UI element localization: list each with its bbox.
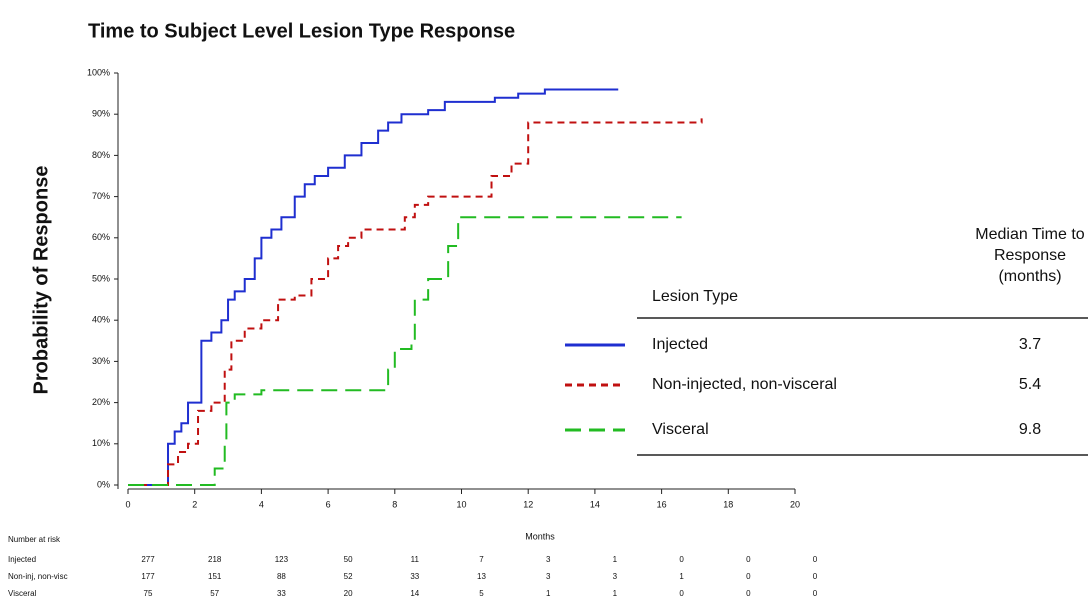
- risk-count: 0: [679, 555, 684, 564]
- survival-curve: [128, 88, 619, 486]
- chart-title: Time to Subject Level Lesion Type Respon…: [88, 20, 515, 42]
- y-tick-label: 30%: [92, 356, 110, 366]
- risk-count: 1: [679, 572, 684, 581]
- risk-label: Non-inj, non-visc: [8, 572, 68, 581]
- x-tick-label: 20: [790, 499, 800, 509]
- risk-count: 75: [144, 589, 153, 598]
- median-value: 5.4: [1019, 376, 1041, 393]
- risk-count: 88: [277, 572, 286, 581]
- y-tick-label: 50%: [92, 273, 110, 283]
- y-tick-label: 0%: [97, 479, 110, 489]
- median-value: 3.7: [1019, 336, 1041, 353]
- x-tick-label: 12: [523, 499, 533, 509]
- risk-count: 123: [275, 555, 289, 564]
- x-tick-label: 8: [392, 499, 397, 509]
- x-tick-label: 0: [125, 499, 130, 509]
- risk-count: 0: [679, 589, 684, 598]
- survival-curve: [128, 216, 682, 486]
- risk-count: 277: [141, 555, 155, 564]
- risk-count: 0: [813, 555, 818, 564]
- risk-count: 151: [208, 572, 222, 581]
- legend-label: Non-injected, non-visceral: [652, 376, 837, 393]
- risk-title: Number at risk: [8, 535, 61, 544]
- risk-count: 33: [410, 572, 419, 581]
- risk-label: Visceral: [8, 589, 37, 598]
- risk-count: 5: [479, 589, 484, 598]
- risk-count: 1: [613, 589, 618, 598]
- y-tick-label: 100%: [87, 67, 110, 77]
- x-axis-label: Months: [525, 531, 555, 541]
- x-tick-label: 6: [326, 499, 331, 509]
- x-tick-label: 16: [657, 499, 667, 509]
- y-tick-label: 10%: [92, 438, 110, 448]
- risk-count: 33: [277, 589, 286, 598]
- risk-count: 0: [746, 589, 751, 598]
- risk-count: 3: [546, 572, 551, 581]
- y-tick-label: 60%: [92, 232, 110, 242]
- risk-count: 20: [344, 589, 353, 598]
- risk-count: 3: [546, 555, 551, 564]
- risk-count: 13: [477, 572, 486, 581]
- risk-count: 0: [746, 555, 751, 564]
- x-tick-label: 18: [723, 499, 733, 509]
- x-tick-label: 14: [590, 499, 600, 509]
- risk-count: 14: [410, 589, 419, 598]
- legend-header: Lesion Type: [652, 288, 738, 305]
- y-tick-label: 20%: [92, 397, 110, 407]
- risk-count: 0: [813, 589, 818, 598]
- risk-count: 50: [344, 555, 353, 564]
- y-tick-label: 80%: [92, 150, 110, 160]
- y-tick-label: 70%: [92, 191, 110, 201]
- risk-label: Injected: [8, 555, 36, 564]
- survival-curve: [128, 118, 703, 486]
- risk-count: 11: [411, 555, 420, 564]
- y-axis-label: Probability of Response: [30, 166, 52, 395]
- risk-count: 52: [344, 572, 353, 581]
- risk-count: 1: [613, 555, 618, 564]
- x-tick-label: 2: [192, 499, 197, 509]
- risk-count: 218: [208, 555, 222, 564]
- y-tick-label: 40%: [92, 315, 110, 325]
- risk-count: 7: [479, 555, 484, 564]
- median-header: Median Time to Response (months): [975, 226, 1085, 285]
- risk-count: 3: [613, 572, 618, 581]
- x-tick-label: 4: [259, 499, 264, 509]
- risk-count: 0: [813, 572, 818, 581]
- risk-count: 1: [546, 589, 551, 598]
- risk-count: 0: [746, 572, 751, 581]
- legend-label: Injected: [652, 336, 708, 353]
- risk-count: 177: [141, 572, 155, 581]
- legend-label: Visceral: [652, 421, 709, 438]
- risk-count: 57: [210, 589, 219, 598]
- x-tick-label: 10: [456, 499, 466, 509]
- y-tick-label: 90%: [92, 109, 110, 119]
- median-value: 9.8: [1019, 421, 1041, 438]
